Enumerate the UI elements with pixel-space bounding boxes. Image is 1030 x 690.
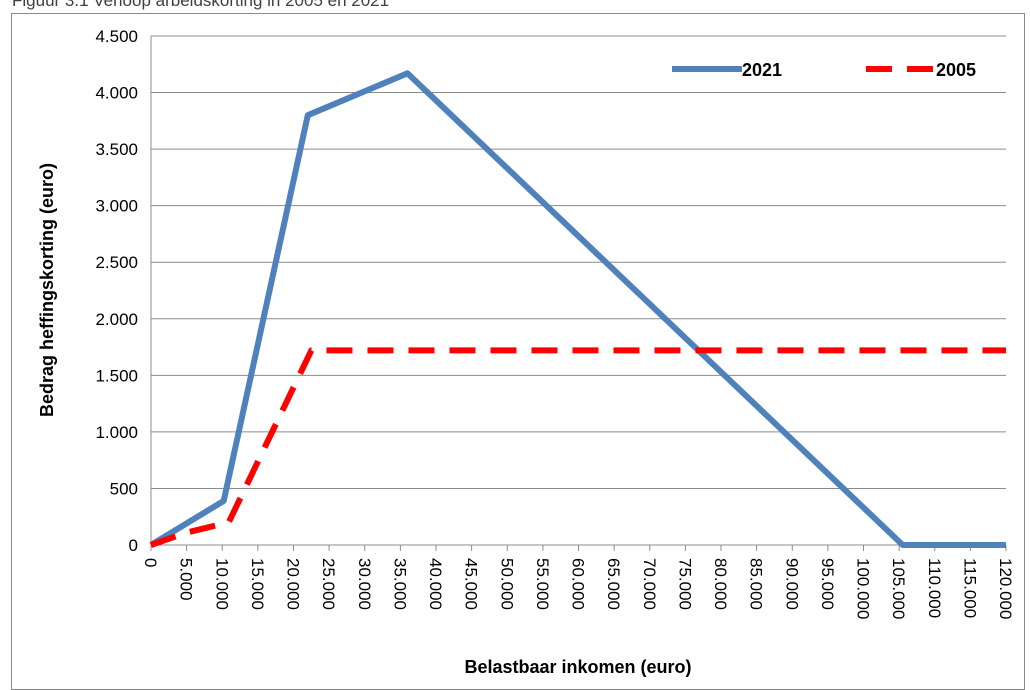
x-tick-label: 45.000 bbox=[462, 558, 481, 610]
legend-label-2021: 2021 bbox=[742, 60, 782, 80]
x-tick-label: 25.000 bbox=[319, 558, 338, 610]
axes bbox=[150, 36, 1007, 551]
x-tick-label: 90.000 bbox=[782, 558, 801, 610]
x-tick-label: 0 bbox=[141, 558, 160, 567]
y-tick-labels: 0 500 1.000 1.500 2.000 2.500 3.000 3.500 4.000 4… bbox=[95, 27, 138, 555]
x-tick-label: 10.000 bbox=[212, 558, 231, 610]
x-tick-label: 105.000 bbox=[889, 558, 908, 619]
y-tick-label: 1.000 bbox=[95, 423, 138, 442]
series-line-2005 bbox=[150, 347, 1006, 548]
y-tick-label: 4.500 bbox=[95, 27, 138, 46]
x-tick-label: 5.000 bbox=[177, 558, 196, 601]
x-tick-label: 55.000 bbox=[533, 558, 552, 610]
legend-label-2005: 2005 bbox=[936, 60, 976, 80]
y-tick-label: 0 bbox=[129, 536, 138, 555]
x-tick-label: 30.000 bbox=[355, 558, 374, 610]
x-tick-label: 20.000 bbox=[284, 558, 303, 610]
x-tick-label: 60.000 bbox=[569, 558, 588, 610]
x-tick-label: 70.000 bbox=[640, 558, 659, 610]
gridlines bbox=[151, 35, 1006, 489]
x-tick-label: 110.000 bbox=[925, 558, 944, 618]
x-tick-label: 50.000 bbox=[497, 558, 516, 610]
x-tick-label: 120.000 bbox=[996, 558, 1015, 619]
y-tick-label: 500 bbox=[110, 479, 138, 498]
y-tick-label: 3.500 bbox=[95, 140, 138, 159]
y-axis-title: Bedrag heffingskorting (euro) bbox=[37, 163, 57, 417]
x-tick-label: 65.000 bbox=[604, 558, 623, 610]
legend: 2021 2005 bbox=[672, 60, 976, 80]
x-tick-label: 95.000 bbox=[818, 558, 837, 610]
y-tick-label: 4.000 bbox=[95, 84, 138, 103]
y-tick-label: 1.500 bbox=[95, 366, 138, 385]
x-tick-label: 15.000 bbox=[248, 558, 267, 610]
figure-caption: Figuur 3.1 Verloop arbeidskorting in 200… bbox=[12, 0, 390, 10]
y-tick-label: 3.000 bbox=[95, 197, 138, 216]
x-tick-label: 115.000 bbox=[960, 558, 979, 618]
series-line-2021 bbox=[149, 70, 1006, 548]
x-tick-label: 40.000 bbox=[426, 558, 445, 610]
y-tick-label: 2.500 bbox=[95, 253, 138, 272]
x-tick-label: 35.000 bbox=[390, 558, 409, 610]
x-tick-label: 75.000 bbox=[675, 558, 694, 610]
chart-frame bbox=[11, 13, 1025, 690]
series-lines bbox=[149, 70, 1006, 548]
y-tick-label: 2.000 bbox=[95, 310, 138, 329]
x-tick-label: 85.000 bbox=[747, 558, 766, 610]
x-tick-labels: 0 5.000 10.000 15.000 20.000 25.000 30.000 35.0… bbox=[141, 558, 1015, 619]
x-tick-label: 100.000 bbox=[854, 558, 873, 619]
x-tick-label: 80.000 bbox=[711, 558, 730, 610]
x-axis-title: Belastbaar inkomen (euro) bbox=[464, 657, 691, 677]
